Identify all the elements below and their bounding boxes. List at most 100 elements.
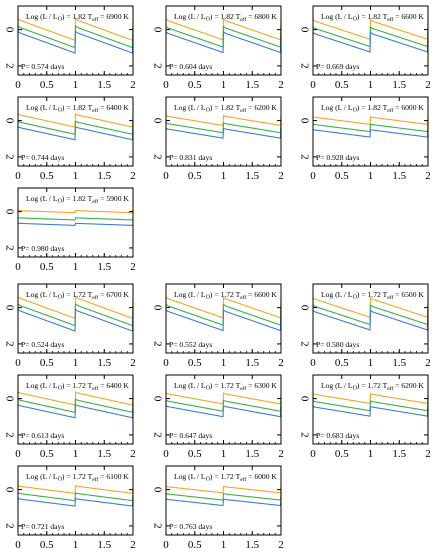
sun-symbol: O [353, 295, 358, 301]
y-tick-label: 2 [298, 341, 310, 347]
light-curve-line [165, 405, 282, 418]
x-tick-label: 1 [368, 170, 374, 182]
title-part: Log (L / L [321, 103, 353, 112]
x-tick-label: 1 [73, 357, 79, 369]
x-tick-label: 0 [310, 79, 316, 91]
x-tick-label: 1 [221, 79, 227, 91]
y-tick-label: 0 [298, 27, 310, 33]
light-curve-line [312, 405, 429, 417]
y-tick-label: 2 [298, 154, 310, 160]
panel-title: Log (L / LO) = 1.82 Teff = 6400 K [26, 103, 129, 114]
period-label: P= 0.552 days [169, 340, 212, 349]
x-tick-label: 0.5 [40, 79, 54, 91]
sun-symbol: O [353, 386, 358, 392]
period-label: P= 0.831 days [169, 153, 212, 162]
title-sub: eff [92, 16, 98, 23]
x-tick-label: 2 [278, 79, 284, 91]
x-tick-label: 1 [368, 448, 374, 460]
y-tick-label: 0 [151, 27, 163, 33]
x-tick-label: 1 [221, 539, 227, 551]
title-part: ) = 1.82 T [62, 194, 93, 203]
title-part: Log (L / L [174, 472, 206, 481]
sun-symbol: O [58, 477, 63, 483]
panel-title: Log (L / LO) = 1.72 Teff = 6300 K [174, 381, 277, 392]
y-tick-label: 2 [151, 63, 163, 69]
light-curve-line [312, 296, 429, 318]
light-curve-line [165, 492, 282, 501]
x-tick-label: 0 [163, 539, 169, 551]
title-part: ) = 1.82 T [62, 103, 93, 112]
x-tick-label: 2 [278, 357, 284, 369]
light-curve-line [17, 17, 134, 42]
x-tick-label: 0.5 [188, 357, 202, 369]
x-tick-label: 0.5 [188, 448, 202, 460]
period-label: P= 0.928 days [316, 153, 359, 162]
title-part: ) = 1.72 T [210, 381, 241, 390]
panel: 0 0.5 1 1.5 2 0 2 Log (L / LO) = 1.82 Teff = 62… [151, 96, 284, 182]
sun-symbol: O [353, 17, 358, 23]
x-tick-label: 1.5 [245, 79, 259, 91]
period-label: P= 0.721 days [21, 522, 64, 531]
title-sub: eff [92, 294, 98, 301]
light-curve-line [312, 116, 429, 125]
title-part: ) = 1.72 T [357, 381, 388, 390]
light-curve-line [165, 399, 282, 412]
title-sub: eff [387, 16, 393, 23]
x-tick-label: 0 [310, 357, 316, 369]
title-sub: eff [387, 107, 393, 114]
light-curve-line [165, 18, 282, 41]
x-tick-label: 0.5 [335, 448, 349, 460]
x-tick-label: 0.5 [188, 79, 202, 91]
light-curve-line [165, 25, 282, 48]
x-tick-label: 2 [425, 448, 431, 460]
light-curve-line [17, 222, 134, 226]
light-curve-line [312, 400, 429, 412]
light-curve-line [17, 120, 134, 135]
title-part: ) = 1.72 T [357, 290, 388, 299]
sun-symbol: O [58, 199, 63, 205]
x-tick-label: 0.5 [335, 79, 349, 91]
period-label: P= 0.574 days [21, 62, 64, 71]
light-curve-line [17, 485, 134, 494]
x-tick-label: 1 [221, 357, 227, 369]
title-part: Log (L / L [26, 103, 58, 112]
title-part: ) = 1.72 T [62, 290, 93, 299]
y-tick-label: 0 [3, 118, 15, 124]
x-tick-label: 1.5 [392, 79, 406, 91]
x-tick-label: 0 [15, 170, 21, 182]
y-tick-label: 0 [151, 487, 163, 493]
y-tick-label: 2 [3, 523, 15, 529]
period-label: P= 0.524 days [21, 340, 64, 349]
light-curve-line [17, 302, 134, 327]
x-tick-label: 2 [130, 539, 136, 551]
title-part: = 6200 K [246, 103, 277, 112]
title-part: Log (L / L [321, 381, 353, 390]
x-tick-label: 1.5 [392, 170, 406, 182]
title-part: ) = 1.82 T [62, 12, 93, 21]
x-tick-label: 1.5 [97, 539, 111, 551]
light-curve-line [165, 392, 282, 405]
x-tick-label: 0 [15, 448, 21, 460]
y-tick-label: 2 [3, 432, 15, 438]
panel-title: Log (L / LO) = 1.82 Teff = 6600 K [321, 12, 424, 23]
light-curve-line [165, 485, 282, 494]
x-tick-label: 0 [15, 357, 21, 369]
light-curve-line [312, 31, 429, 53]
title-part: = 6000 K [393, 103, 424, 112]
panel-title: Log (L / LO) = 1.82 Teff = 5900 K [26, 194, 129, 205]
period-label: P= 0.669 days [316, 62, 359, 71]
sun-symbol: O [58, 108, 63, 114]
y-tick-label: 2 [3, 341, 15, 347]
title-part: = 6600 K [246, 290, 277, 299]
title-sub: eff [240, 294, 246, 301]
title-sub: eff [92, 107, 98, 114]
panel-title: Log (L / LO) = 1.72 Teff = 6600 K [174, 290, 277, 301]
title-sub: eff [387, 385, 393, 392]
title-part: ) = 1.72 T [62, 472, 93, 481]
title-part: = 6000 K [246, 472, 277, 481]
x-tick-label: 0 [163, 79, 169, 91]
panel: 0 0.5 1 1.5 2 0 2 Log (L / LO) = 1.72 Teff = 60… [151, 465, 284, 551]
y-tick-label: 0 [298, 305, 310, 311]
title-part: Log (L / L [174, 103, 206, 112]
